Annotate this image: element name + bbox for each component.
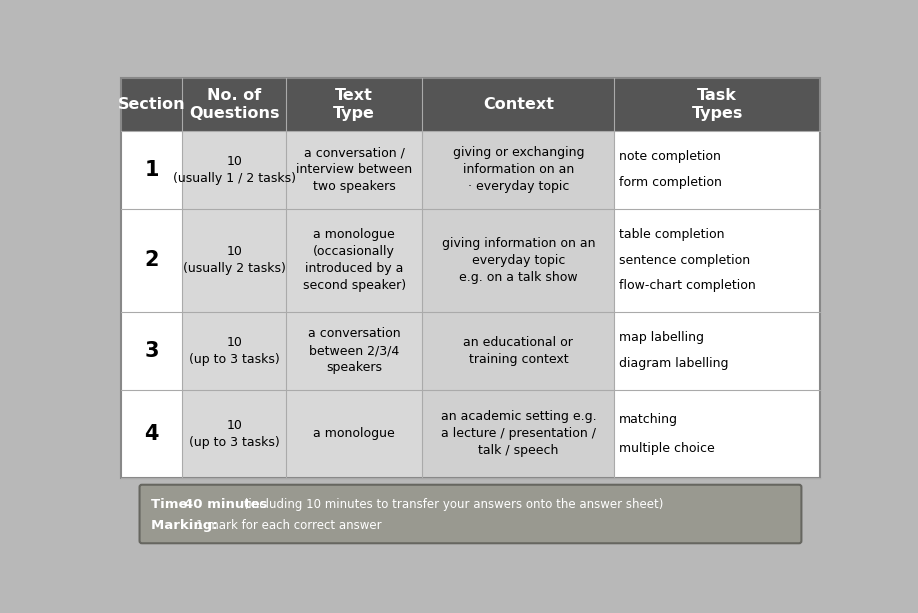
Bar	[285, 131, 422, 208]
Bar	[285, 208, 422, 312]
Text: Text
Type: Text Type	[333, 88, 375, 121]
Bar	[183, 312, 285, 390]
Bar	[422, 390, 614, 478]
Text: a monologue: a monologue	[313, 427, 395, 440]
Text: 10
(usually 1 / 2 tasks): 10 (usually 1 / 2 tasks)	[173, 154, 296, 185]
Text: Task
Types: Task Types	[691, 88, 743, 121]
Text: multiple choice: multiple choice	[619, 442, 715, 455]
Text: diagram labelling: diagram labelling	[619, 357, 729, 370]
Text: Time:: Time:	[151, 498, 202, 511]
Text: 1: 1	[144, 159, 159, 180]
Text: 3: 3	[144, 341, 159, 360]
Bar	[422, 208, 614, 312]
Bar	[285, 312, 422, 390]
Text: 10
(up to 3 tasks): 10 (up to 3 tasks)	[189, 419, 280, 449]
Text: Section: Section	[118, 97, 185, 112]
Text: flow-chart completion: flow-chart completion	[619, 280, 756, 292]
Text: No. of
Questions: No. of Questions	[189, 88, 279, 121]
Bar	[183, 131, 285, 208]
Text: 1 mark for each correct answer: 1 mark for each correct answer	[196, 519, 382, 532]
Text: matching: matching	[619, 413, 678, 425]
Text: 2: 2	[144, 250, 159, 270]
Text: giving or exchanging
information on an
· everyday topic: giving or exchanging information on an ·…	[453, 146, 584, 193]
Text: Marking:: Marking:	[151, 519, 227, 532]
Bar	[121, 78, 820, 478]
Text: (including 10 minutes to transfer your answers onto the answer sheet): (including 10 minutes to transfer your a…	[240, 498, 663, 511]
Bar	[285, 390, 422, 478]
Text: sentence completion: sentence completion	[619, 254, 750, 267]
Text: a conversation
between 2/3/4
speakers: a conversation between 2/3/4 speakers	[308, 327, 400, 374]
Text: Context: Context	[483, 97, 554, 112]
Text: 10
(up to 3 tasks): 10 (up to 3 tasks)	[189, 336, 280, 366]
Bar	[121, 78, 820, 131]
Text: table completion: table completion	[619, 228, 724, 241]
Bar	[121, 78, 820, 478]
Bar	[422, 312, 614, 390]
Bar	[183, 390, 285, 478]
Text: map labelling: map labelling	[619, 331, 704, 345]
Text: 40 minutes: 40 minutes	[184, 498, 267, 511]
Bar	[422, 131, 614, 208]
Text: a conversation /
interview between
two speakers: a conversation / interview between two s…	[296, 146, 412, 193]
Text: an educational or
training context: an educational or training context	[464, 336, 574, 366]
Text: note completion: note completion	[619, 150, 721, 163]
Text: an academic setting e.g.
a lecture / presentation /
talk / speech: an academic setting e.g. a lecture / pre…	[441, 410, 596, 457]
Text: a monologue
(occasionally
introduced by a
second speaker): a monologue (occasionally introduced by …	[303, 228, 406, 292]
Text: 10
(usually 2 tasks): 10 (usually 2 tasks)	[183, 245, 285, 275]
FancyBboxPatch shape	[140, 485, 801, 543]
Text: giving information on an
everyday topic
e.g. on a talk show: giving information on an everyday topic …	[442, 237, 595, 284]
Bar	[183, 208, 285, 312]
Text: form completion: form completion	[619, 176, 722, 189]
Text: 4: 4	[144, 424, 159, 444]
